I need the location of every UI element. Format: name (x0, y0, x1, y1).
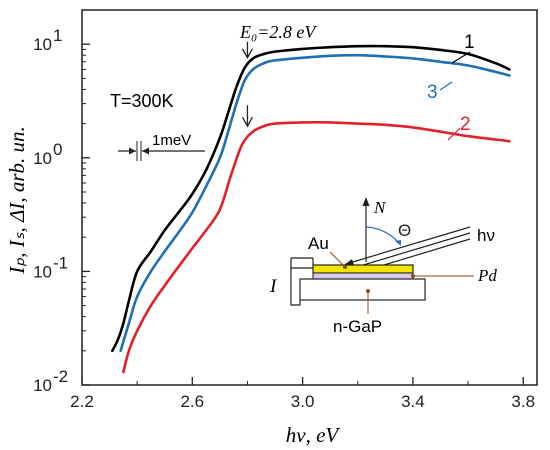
y-tick-label: 10 (33, 35, 52, 54)
y-tick-label: 10 (33, 262, 52, 281)
svg-text:1: 1 (464, 32, 475, 53)
plot-frame (81, 9, 538, 386)
x-tick-label: 3.4 (401, 392, 425, 411)
series-line-1 (111, 44, 511, 353)
theta-arc (365, 226, 401, 245)
inset-schematic: N Θ hν Au Pd n-GaP I (269, 197, 497, 336)
x-tick-label: 3.0 (291, 392, 315, 411)
pd-label: Pd (477, 266, 497, 285)
second-arrow (241, 105, 254, 128)
x-axis-ticks: 2.2 2.6 3.0 3.4 3.8 (70, 377, 535, 411)
pd-layer (312, 272, 414, 280)
x-axis-label: hν, eV (286, 423, 341, 447)
contact-wire (290, 267, 313, 306)
y-tick-label: 10 (33, 376, 52, 395)
current-label: I (269, 276, 278, 297)
x-tick-label: 2.2 (70, 392, 94, 411)
e0-label: E₀=2.8 eV (239, 22, 317, 42)
normal-label: N (373, 198, 387, 217)
series-layer (111, 44, 511, 374)
y-tick-exponent: 1 (53, 26, 62, 45)
y-tick-exponent: -1 (53, 253, 68, 272)
gap-substrate (299, 278, 426, 301)
series-line-3 (119, 53, 511, 353)
x-tick-label: 3.8 (511, 392, 535, 411)
y-tick-label: 10 (33, 149, 52, 168)
svg-text:3: 3 (427, 82, 438, 103)
au-layer (312, 264, 414, 274)
theta-label: Θ (398, 221, 411, 240)
arrow-head (241, 116, 254, 128)
svg-text:2: 2 (460, 114, 471, 135)
series-label-3: 3 (427, 81, 453, 103)
e0-arrow (241, 41, 254, 60)
au-label: Au (308, 234, 329, 253)
arrow-head (241, 48, 254, 60)
resolution-marker: 1meV (118, 132, 205, 161)
series-label-1: 1 (451, 32, 475, 64)
y-axis-label: Iₚ, Iₛ, ΔI, arb. un. (5, 126, 29, 275)
series-label-2: 2 (447, 114, 471, 141)
temperature-label: T=300K (110, 91, 174, 111)
y-tick-exponent: -2 (53, 367, 68, 386)
y-tick-exponent: 0 (53, 140, 62, 159)
x-tick-label: 2.6 (180, 392, 204, 411)
resolution-label: 1meV (152, 132, 191, 149)
ngap-label: n-GaP (333, 317, 382, 336)
hv-label: hν (477, 226, 495, 245)
series-line-2 (122, 120, 511, 374)
